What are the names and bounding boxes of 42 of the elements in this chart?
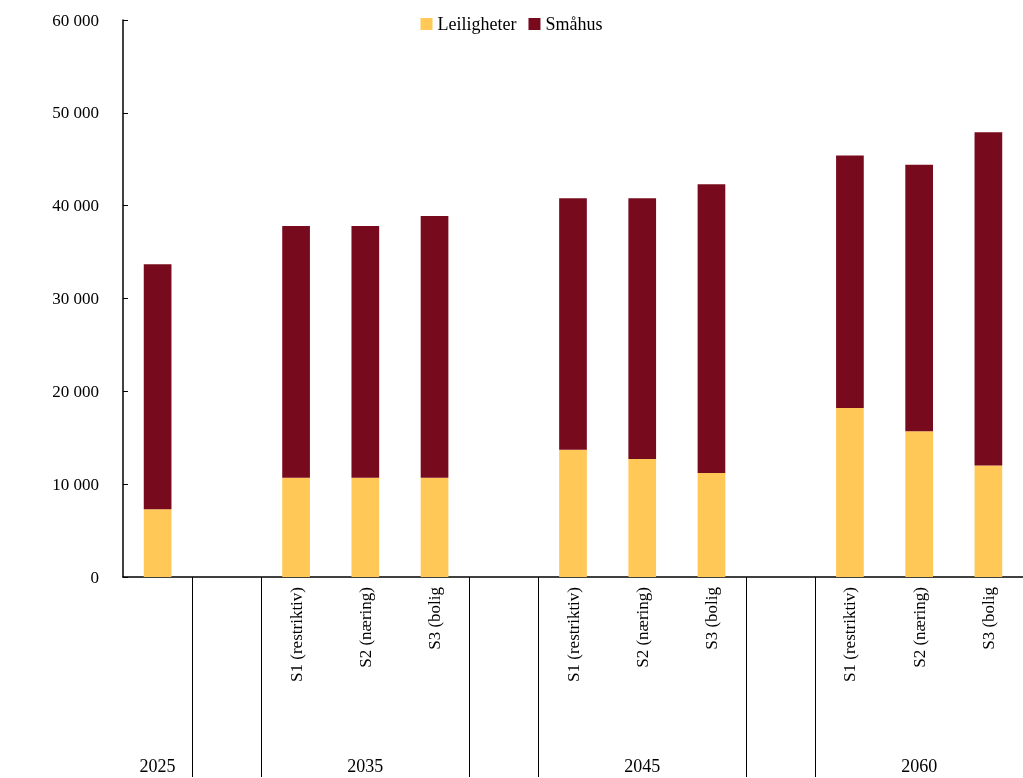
bar	[420, 477, 449, 577]
bar	[143, 264, 172, 510]
x-tick-label: S2 (næring)	[355, 587, 375, 668]
text: 2060	[901, 756, 938, 776]
y-tick-label: 50 000	[52, 103, 99, 123]
bar	[628, 198, 657, 460]
x-tick-label: S3 (bolig	[701, 586, 721, 650]
bar	[697, 184, 726, 474]
legend-label: Småhus	[545, 14, 603, 34]
x-tick-label: S2 (næring)	[632, 587, 652, 668]
legend-label: Leiligheter	[437, 14, 517, 34]
y-tick-label: 10 000	[52, 474, 99, 494]
bar	[836, 155, 864, 409]
bar	[974, 465, 1003, 577]
x-tick-label: S1 (restriktiv)	[563, 587, 583, 682]
text: 2035	[347, 756, 384, 776]
bar	[905, 431, 933, 577]
text: 2045	[624, 756, 661, 776]
bar	[974, 132, 1003, 466]
x-tick-label: S1 (restriktiv)	[840, 587, 860, 682]
bar	[143, 509, 172, 577]
x-tick-label: S3 (bolig	[425, 586, 445, 650]
bar	[282, 226, 310, 478]
y-tick-label: 0	[90, 567, 99, 587]
bar	[628, 459, 657, 577]
bar	[559, 449, 587, 577]
text: 2025	[139, 756, 176, 776]
bar	[420, 215, 449, 478]
bar	[697, 473, 726, 577]
bar	[282, 477, 310, 577]
bar	[351, 477, 380, 577]
y-tick-label: 30 000	[52, 289, 99, 308]
x-tick-label: S2 (næring)	[909, 587, 929, 668]
y-tick-label: 60 000	[52, 10, 99, 30]
bar	[905, 164, 933, 432]
x-tick-label: S3 (bolig	[978, 586, 998, 650]
bar	[836, 408, 864, 577]
bar	[351, 226, 380, 478]
x-tick-label: S1 (restriktiv)	[286, 587, 306, 682]
y-tick-label: 40 000	[52, 196, 99, 216]
bar	[559, 198, 587, 450]
y-tick-label: 20 000	[52, 381, 99, 401]
